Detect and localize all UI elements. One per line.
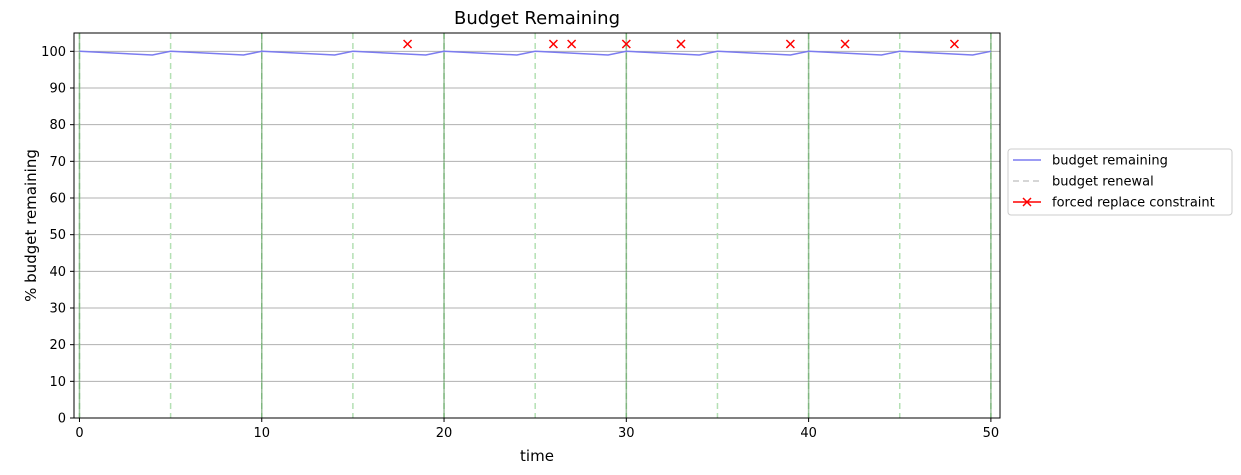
legend-x-marker	[1022, 197, 1032, 207]
legend-label-forced-replace: forced replace constraint	[1052, 196, 1215, 211]
y-tick-label: 70	[49, 155, 66, 170]
forced-replace-marker	[785, 39, 795, 49]
x-tick-label: 50	[983, 426, 1000, 441]
forced-replace-marker	[949, 39, 959, 49]
x-tick-label: 30	[618, 426, 635, 441]
plot-frame	[73, 32, 1001, 419]
marker-stroke	[785, 39, 795, 49]
forced-replace-marker	[621, 39, 631, 49]
y-axis-title: % budget remaining	[22, 149, 40, 302]
y-tick-label: 90	[49, 82, 66, 97]
y-tick-label: 20	[49, 338, 66, 353]
x-tick-label: 20	[436, 426, 453, 441]
legend: budget remaining budget renewal forced r…	[1007, 148, 1233, 216]
y-tick-label: 60	[49, 192, 66, 207]
y-tick-label: 40	[49, 265, 66, 280]
forced-replace-marker	[548, 39, 558, 49]
x-axis-title: time	[520, 447, 554, 465]
x-tick-label: 10	[253, 426, 270, 441]
legend-label-budget-remaining: budget remaining	[1052, 154, 1168, 169]
marker-stroke	[403, 39, 413, 49]
forced-replace-marker	[403, 39, 413, 49]
y-tick-label: 50	[49, 228, 66, 243]
y-tick-label: 0	[58, 412, 66, 427]
marker-stroke	[1022, 197, 1032, 207]
chart-title: Budget Remaining	[454, 8, 620, 29]
y-tick-label: 10	[49, 375, 66, 390]
marker-stroke	[949, 39, 959, 49]
legend-box	[1007, 148, 1233, 216]
x-tick-label: 40	[800, 426, 817, 441]
forced-replace-marker	[840, 39, 850, 49]
marker-stroke	[676, 39, 686, 49]
marker-stroke	[548, 39, 558, 49]
legend-marker-forced-replace	[1022, 197, 1032, 207]
y-tick-label: 100	[41, 45, 66, 60]
marker-stroke	[840, 39, 850, 49]
forced-replace-marker	[567, 39, 577, 49]
x-tick-label: 0	[75, 426, 83, 441]
budget-remaining-line	[79, 50, 992, 56]
legend-label-budget-renewal: budget renewal	[1052, 175, 1154, 190]
y-tick-label: 80	[49, 118, 66, 133]
marker-stroke	[621, 39, 631, 49]
y-tick-label: 30	[49, 302, 66, 317]
marker-stroke	[567, 39, 577, 49]
forced-replace-marker	[676, 39, 686, 49]
